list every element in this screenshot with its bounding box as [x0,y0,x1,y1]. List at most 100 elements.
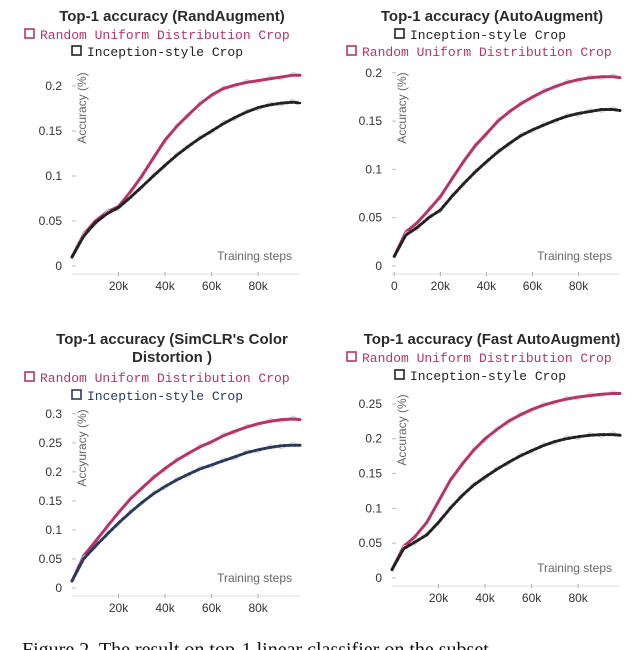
data-point [117,206,120,209]
data-point [233,455,237,458]
data-point [198,102,202,106]
data-point [588,76,592,79]
data-point [611,392,615,395]
chart-title: Distortion ) [132,349,212,366]
data-point [618,434,622,437]
data-point [117,521,120,525]
legend-swatch [346,45,357,56]
chart-title: Top-1 accuracy (AutoAugment) [381,8,603,25]
legend-label: Random Uniform Distribution Crop [362,45,612,60]
y-tick-label: 0 [55,581,62,595]
data-point [460,494,463,498]
data-point [222,434,225,438]
data-point [542,89,546,93]
data-point [268,77,271,81]
data-point [495,468,498,471]
data-point [291,443,295,447]
data-point [414,535,417,538]
y-tick-label: 0.05 [359,211,383,225]
data-point [245,110,248,114]
x-tick-label: 20k [431,279,451,293]
x-tick-label: 20k [109,279,129,293]
data-point [542,404,545,407]
data-point [611,75,615,78]
data-point [416,226,419,229]
data-point [291,101,295,104]
data-point [152,156,155,160]
data-point [152,476,155,479]
y-axis-label: Accuracy (%) [395,394,409,465]
y-tick-label: 0.1 [365,501,382,515]
series-noise-line [71,415,301,582]
y-tick-label: 0 [375,259,382,273]
y-tick-label: 0 [375,571,382,585]
data-point [473,171,477,174]
data-point [448,479,452,482]
data-point [507,461,510,464]
y-tick-label: 0.15 [359,114,383,128]
data-point [198,467,202,471]
legend-label: Random Uniform Distribution Crop [40,28,290,43]
data-point [565,437,568,440]
series-line [70,73,302,259]
series-noise-line [391,431,621,570]
legend-swatch [24,371,35,382]
data-point [222,459,225,463]
series-noise-line [393,105,621,257]
data-point [82,557,85,561]
data-point [437,521,440,524]
x-tick-label: 60k [202,279,222,293]
data-point [233,430,237,433]
legend-label: Random Uniform Distribution Crop [362,351,612,366]
data-point [298,418,302,421]
legend-label: Inception-style Crop [410,369,566,384]
data-point [554,85,557,88]
data-point [577,112,580,115]
data-point [425,533,429,537]
data-point [163,138,167,142]
data-point [530,449,533,452]
data-point [187,113,190,117]
data-point [519,102,523,105]
y-axis-label: Accyuracy (%) [75,409,89,486]
data-point [268,420,271,423]
figure-caption: Figure 2. The result on top-1 linear cla… [22,639,489,650]
data-point [588,394,591,397]
data-point [531,95,534,99]
y-tick-label: 0.3 [45,407,62,421]
x-axis-label: Training steps [217,571,292,585]
data-point [600,433,603,436]
data-point [187,145,190,148]
y-tick-label: 0.2 [365,432,382,446]
data-point [576,435,580,438]
data-point [280,101,283,105]
data-point [94,221,97,224]
data-point [152,174,155,178]
series-line [392,108,622,258]
data-point [507,420,510,423]
data-point [210,93,213,97]
data-point [187,472,190,476]
x-tick-label: 40k [475,591,495,605]
data-point [437,500,440,503]
y-tick-label: 0.25 [39,436,63,450]
x-tick-label: 60k [202,601,222,615]
data-point [70,255,74,259]
data-point [268,446,271,449]
chart-panel-2: Top-1 accuracy (AutoAugment) Inception-st… [346,8,622,293]
x-axis-label: Training steps [537,561,612,575]
series-noise-line [393,73,621,257]
legend-swatch [71,389,82,400]
series-noise-line [71,71,301,258]
chart-panel-3: Top-1 accuracy (SimCLR's ColorDistortion… [24,331,302,615]
data-point [298,101,302,105]
y-tick-label: 0.15 [359,467,383,481]
data-point [496,150,500,154]
data-point [140,185,143,188]
series-line [390,392,622,572]
data-point [291,74,295,77]
data-point [473,145,477,148]
data-point [140,174,143,178]
series-noise-line [391,389,621,570]
data-point [508,142,511,145]
